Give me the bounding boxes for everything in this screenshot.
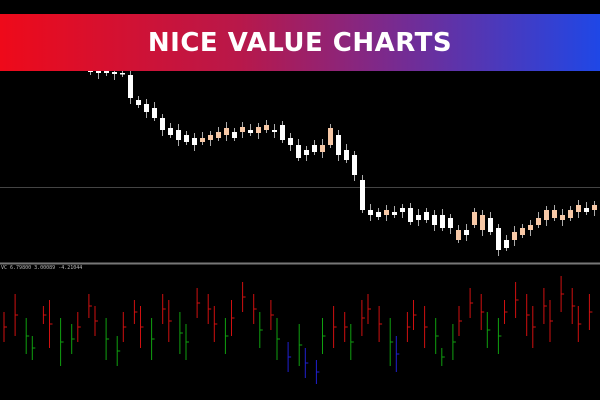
candle	[120, 73, 125, 75]
candle	[400, 208, 405, 212]
candle	[232, 132, 237, 138]
candle	[328, 128, 333, 145]
candle	[104, 71, 109, 73]
candle	[448, 218, 453, 228]
candle	[208, 135, 213, 140]
candle	[504, 240, 509, 248]
candle	[248, 130, 253, 133]
candle	[520, 228, 525, 235]
candle	[536, 218, 541, 225]
candle	[488, 218, 493, 232]
candle	[296, 145, 301, 158]
candle	[584, 208, 589, 212]
candle	[264, 125, 269, 130]
candle	[528, 225, 533, 230]
candle	[240, 127, 245, 132]
candle	[272, 130, 277, 132]
candle	[472, 212, 477, 225]
candle	[560, 215, 565, 220]
candle	[440, 215, 445, 228]
candle	[368, 210, 373, 215]
candle	[432, 215, 437, 225]
candle	[224, 128, 229, 135]
candle	[392, 212, 397, 215]
candle	[312, 145, 317, 152]
candle	[360, 180, 365, 210]
candle	[464, 230, 469, 235]
candle	[352, 155, 357, 175]
title-banner: NICE VALUE CHARTS	[0, 14, 600, 71]
candle	[304, 150, 309, 155]
candle	[544, 210, 549, 220]
candle	[480, 215, 485, 230]
candle	[512, 232, 517, 240]
candle	[192, 138, 197, 145]
indicator-label: VC 6.79800 3.00089 -4.21044	[1, 265, 83, 271]
candle	[152, 108, 157, 118]
candle	[552, 210, 557, 218]
candle	[344, 150, 349, 160]
candle	[424, 212, 429, 220]
candle	[376, 212, 381, 217]
candle	[216, 132, 221, 138]
candle	[184, 135, 189, 142]
candle	[496, 228, 501, 250]
candle	[336, 135, 341, 155]
candle	[88, 70, 93, 72]
candle	[96, 70, 101, 73]
candle	[416, 215, 421, 220]
candle	[160, 118, 165, 130]
candle	[576, 205, 581, 212]
candle	[168, 128, 173, 135]
banner-title: NICE VALUE CHARTS	[147, 27, 453, 58]
candle	[128, 75, 133, 98]
candle	[320, 145, 325, 152]
candle	[456, 230, 461, 240]
candle	[408, 208, 413, 222]
candle	[112, 72, 117, 74]
candle	[592, 205, 597, 210]
candle	[144, 104, 149, 112]
candle	[384, 210, 389, 215]
candle	[288, 138, 293, 145]
candle	[176, 130, 181, 140]
candle	[280, 125, 285, 140]
candle	[568, 210, 573, 218]
candle	[256, 127, 261, 133]
candle	[136, 100, 141, 105]
candle	[200, 138, 205, 142]
